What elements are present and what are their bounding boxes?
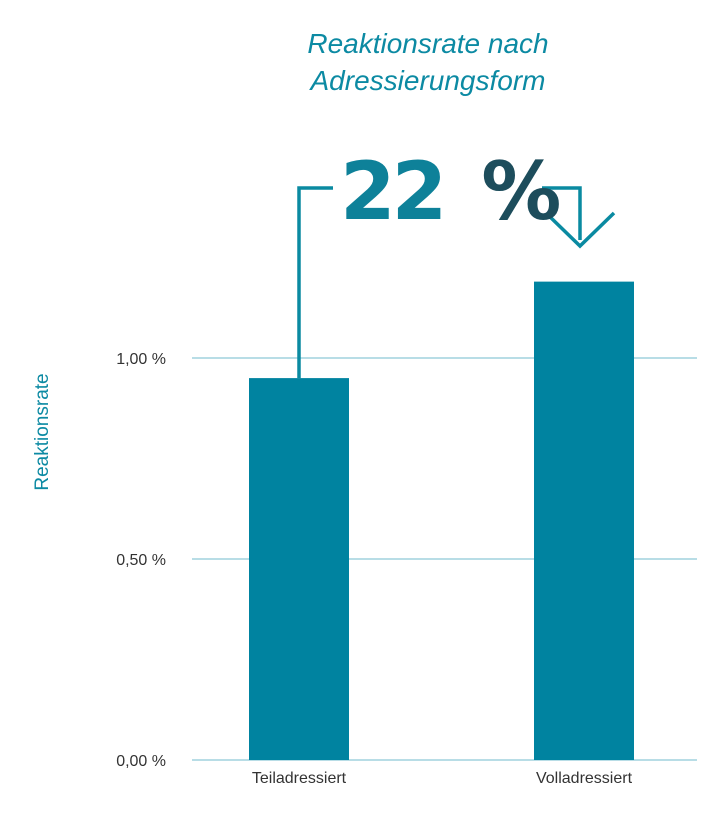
change-percentage-number: 22 bbox=[340, 145, 443, 238]
chart-title-line-1: Reaktionsrate nach bbox=[307, 28, 548, 59]
y-tick-labels: 0,00 % 0,50 % 1,00 % bbox=[116, 351, 166, 770]
y-tick-label-0: 0,00 % bbox=[116, 753, 166, 770]
change-percentage-unit: % bbox=[481, 145, 559, 238]
x-tick-labels: Teiladressiert Volladressiert bbox=[252, 770, 633, 787]
chart-title: Reaktionsrate nach Adressierungsform bbox=[307, 28, 548, 96]
annotation-connector-left bbox=[297, 186, 333, 379]
y-tick-label-1: 0,50 % bbox=[116, 552, 166, 569]
bars bbox=[249, 281, 634, 760]
change-percentage: 22 % bbox=[340, 145, 559, 238]
x-tick-label-volladressiert: Volladressiert bbox=[536, 770, 633, 787]
change-annotation: 22 % bbox=[297, 145, 616, 379]
bar-volladressiert bbox=[534, 281, 634, 760]
annotation-connector-right bbox=[542, 186, 582, 240]
down-arrow-icon bbox=[544, 211, 616, 249]
y-tick-label-2: 1,00 % bbox=[116, 351, 166, 368]
chart-title-line-2: Adressierungsform bbox=[309, 65, 546, 96]
y-axis-label: Reaktionsrate bbox=[32, 373, 53, 490]
bar-teiladressiert bbox=[249, 378, 349, 760]
x-tick-label-teiladressiert: Teiladressiert bbox=[252, 770, 347, 787]
